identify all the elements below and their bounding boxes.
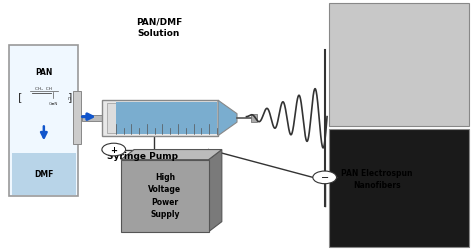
Text: [: [ [18, 91, 22, 102]
Bar [329, 4, 469, 126]
Text: DMF: DMF [34, 169, 54, 178]
Circle shape [313, 171, 337, 184]
Polygon shape [121, 150, 222, 160]
Bar [12, 153, 76, 195]
Circle shape [102, 144, 126, 156]
Text: C≡N: C≡N [49, 102, 58, 106]
Bar [82, 115, 107, 121]
Bar [9, 45, 78, 197]
Bar [251, 115, 257, 122]
Text: Syringe Pump: Syringe Pump [107, 152, 178, 161]
Polygon shape [218, 101, 237, 136]
Text: n: n [67, 95, 71, 100]
Bar [329, 130, 469, 247]
Bar [73, 92, 81, 145]
Bar [121, 160, 209, 232]
Text: PAN Electrospun
Nanofibers: PAN Electrospun Nanofibers [341, 169, 412, 189]
Text: +: + [110, 145, 117, 154]
Text: CH₂  CH: CH₂ CH [36, 86, 52, 90]
Text: High
Voltage
Power
Supply: High Voltage Power Supply [148, 172, 182, 218]
Bar [116, 103, 217, 134]
Polygon shape [209, 150, 222, 232]
Bar [107, 103, 117, 134]
Text: PAN/DMF
Solution: PAN/DMF Solution [136, 18, 182, 38]
Text: −: − [320, 173, 329, 183]
Text: PAN: PAN [35, 68, 53, 77]
Text: ]: ] [68, 91, 72, 102]
Bar [102, 101, 218, 136]
